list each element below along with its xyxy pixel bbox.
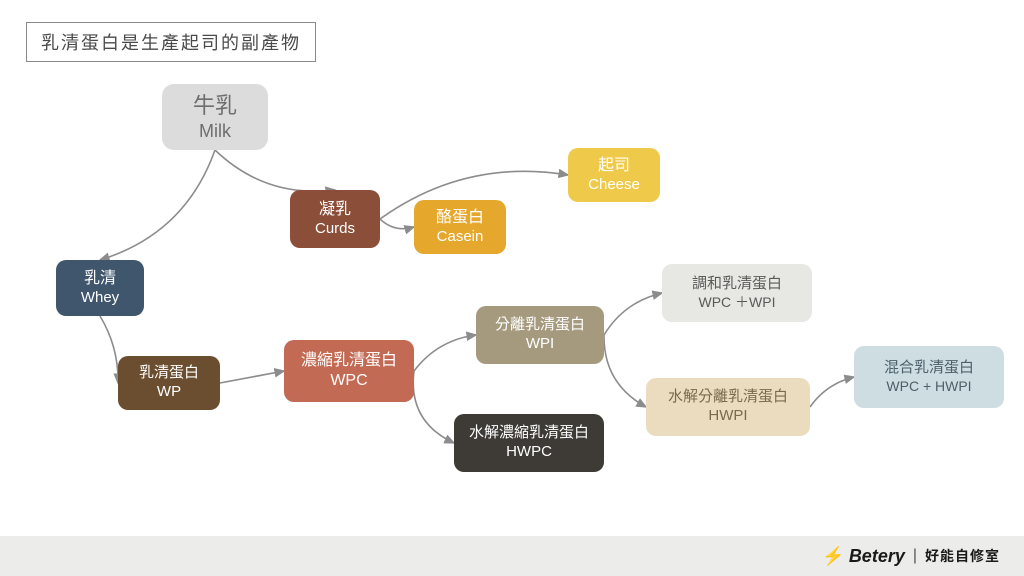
- node-casein-line2: Casein: [437, 228, 484, 247]
- diagram-title: 乳清蛋白是生產起司的副產物: [26, 22, 316, 62]
- node-wpc-line2: WPC: [330, 371, 367, 391]
- node-curds-line1: 凝乳: [319, 200, 351, 220]
- node-hwpc-line1: 水解濃縮乳清蛋白: [469, 424, 589, 443]
- node-wpi-line1: 分離乳清蛋白: [495, 316, 585, 335]
- node-curds: 凝乳Curds: [290, 190, 380, 248]
- edges-layer: [0, 0, 1024, 576]
- edge-wpc-wpi: [414, 335, 476, 371]
- node-curds-line2: Curds: [315, 220, 355, 239]
- edge-wpi-blend1: [604, 293, 662, 335]
- node-wpc-line1: 濃縮乳清蛋白: [301, 351, 397, 371]
- node-cheese-line1: 起司: [598, 156, 630, 176]
- node-wp-line1: 乳清蛋白: [139, 364, 199, 383]
- brand-separator: |: [913, 547, 917, 565]
- node-whey-line2: Whey: [81, 289, 119, 308]
- node-blend1-line1: 調和乳清蛋白: [692, 275, 782, 294]
- node-blend2: 混合乳清蛋白WPC + HWPI: [854, 346, 1004, 408]
- edge-wpi-hwpi: [604, 335, 646, 407]
- edge-milk-whey: [100, 150, 215, 260]
- brand-name: Betery: [849, 546, 905, 567]
- edge-wpc-hwpc: [413, 371, 454, 443]
- node-casein: 酪蛋白Casein: [414, 200, 506, 254]
- node-blend2-line2: WPC + HWPI: [886, 378, 971, 396]
- node-wp-line2: WP: [157, 383, 181, 402]
- node-wp: 乳清蛋白WP: [118, 356, 220, 410]
- node-whey: 乳清Whey: [56, 260, 144, 316]
- node-blend1: 調和乳清蛋白WPC ＋WPI: [662, 264, 812, 322]
- node-milk-line1: 牛乳: [193, 92, 237, 120]
- node-hwpi-line2: HWPI: [708, 407, 747, 426]
- node-casein-line1: 酪蛋白: [436, 208, 484, 228]
- node-whey-line1: 乳清: [84, 269, 116, 289]
- edge-wp-wpc: [220, 371, 284, 383]
- node-milk-line2: Milk: [199, 120, 231, 143]
- node-wpi-line2: WPI: [526, 335, 554, 354]
- node-hwpc-line2: HWPC: [506, 443, 552, 462]
- node-blend2-line1: 混合乳清蛋白: [884, 359, 974, 378]
- node-wpi: 分離乳清蛋白WPI: [476, 306, 604, 364]
- bolt-icon: ⚡: [822, 546, 844, 567]
- node-cheese-line2: Cheese: [588, 176, 640, 195]
- node-hwpc: 水解濃縮乳清蛋白HWPC: [454, 414, 604, 472]
- node-hwpi: 水解分離乳清蛋白HWPI: [646, 378, 810, 436]
- node-cheese: 起司Cheese: [568, 148, 660, 202]
- edge-curds-casein: [380, 219, 414, 229]
- diagram-stage: 乳清蛋白是生產起司的副產物 牛乳Milk 凝乳Curds 酪蛋白Casein 起司Ch…: [0, 0, 1024, 576]
- edge-milk-curds: [215, 150, 335, 191]
- node-blend1-line2: WPC ＋WPI: [699, 294, 776, 312]
- footer-bar: ⚡ Betery | 好能自修室: [0, 536, 1024, 576]
- brand-sub: 好能自修室: [925, 546, 1000, 566]
- edge-whey-wp: [100, 316, 118, 383]
- node-milk: 牛乳Milk: [162, 84, 268, 150]
- node-wpc: 濃縮乳清蛋白WPC: [284, 340, 414, 402]
- edge-hwpi-blend2: [810, 377, 854, 407]
- node-hwpi-line1: 水解分離乳清蛋白: [668, 388, 788, 407]
- brand-logo: ⚡ Betery: [822, 546, 904, 567]
